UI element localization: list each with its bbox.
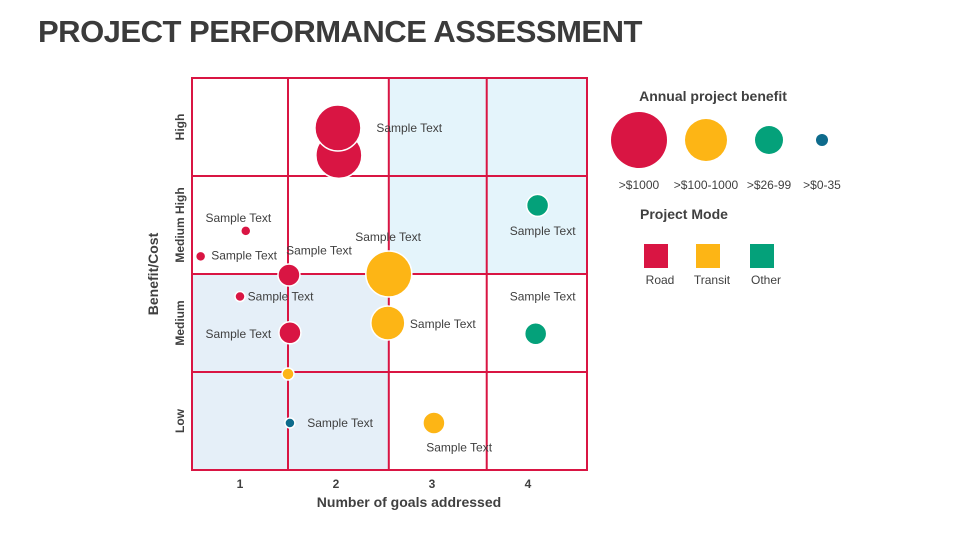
bubble-transit [281,367,295,381]
annotation-label: Sample Text [510,224,576,238]
mode-legend-title: Project Mode [640,206,728,222]
mode-legend-label: Transit [694,273,731,287]
size-legend-swatch [816,134,828,146]
bubble-transit [370,305,406,341]
annotation-label: Sample Text [205,327,271,341]
size-legend-label: >$100-1000 [674,178,739,192]
annotation-label: Sample Text [510,290,576,304]
size-legend-swatch [685,119,727,161]
bubble-small [284,417,296,429]
bubble-road [314,104,362,152]
annotation-label: Sample Text [376,121,442,135]
annotation-label: Sample Text [205,211,271,225]
annotation-label: Sample Text [211,248,277,262]
y-category-label: Medium [173,300,187,345]
bubble-road [234,290,246,303]
mode-legend-label: Other [751,273,781,287]
x-tick-label: 3 [429,477,436,491]
mode-legend-swatch-transit [696,244,720,268]
x-tick-label: 2 [333,477,340,491]
bubble-transit [422,411,446,435]
size-legend-label: >$1000 [619,178,660,192]
annotation-label: Sample Text [248,290,314,304]
annotation-label: Sample Text [426,440,492,454]
bubble-road [277,263,301,287]
x-tick-label: 4 [525,477,532,491]
mode-legend-swatch-road [644,244,668,268]
bubble-road [278,321,302,345]
annotation-label: Sample Text [307,416,373,430]
y-category-label: High [173,114,187,141]
annotation-label: Sample Text [286,243,352,257]
size-legend-swatch [755,126,783,154]
size-legend-title: Annual project benefit [639,88,787,104]
bubble-other [525,193,550,218]
mode-legend-label: Road [646,273,675,287]
page-title: PROJECT PERFORMANCE ASSESSMENT [38,14,642,49]
bubble-road [240,225,252,237]
size-legend-label: >$26-99 [747,178,792,192]
bubble-road [194,250,207,263]
size-legend-label: >$0-35 [803,178,841,192]
bubble-other [523,322,548,346]
bubble-transit [365,250,413,298]
size-legend-swatch [611,112,667,168]
annotation-label: Sample Text [410,317,476,331]
y-category-label: Low [173,408,187,433]
x-tick-label: 1 [237,477,244,491]
mode-legend-swatch-other [750,244,774,268]
annotation-label: Sample Text [355,230,421,244]
x-axis-label: Number of goals addressed [317,494,501,510]
y-category-label: Medium High [173,187,187,262]
y-axis-label: Benefit/Cost [145,232,161,315]
